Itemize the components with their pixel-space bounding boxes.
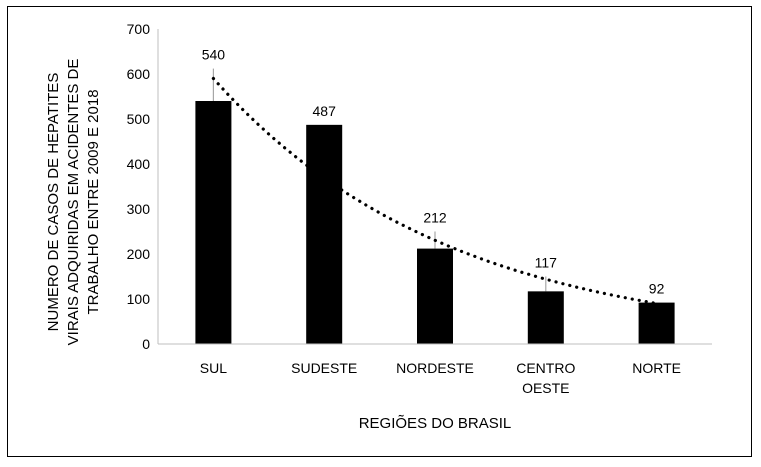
- y-tick-label: 200: [127, 246, 151, 262]
- y-tick-label: 500: [127, 111, 151, 127]
- y-axis-title-line: VIRAIS ADQUIRIDAS EM ACIDENTES DE: [65, 59, 82, 346]
- bar: [417, 248, 453, 344]
- bar: [638, 302, 675, 344]
- y-tick-label: 300: [127, 201, 151, 217]
- bar: [195, 101, 232, 344]
- bar: [306, 124, 343, 344]
- chart-frame: [7, 6, 752, 457]
- y-tick-label: 400: [127, 156, 151, 172]
- y-tick-label: 100: [127, 291, 151, 307]
- data-label: 487: [313, 103, 337, 119]
- data-label: 212: [423, 210, 447, 226]
- y-tick-label: 600: [127, 66, 151, 82]
- y-axis-title-line: TRABALHO ENTRE 2009 E 2018: [85, 89, 102, 314]
- bar: [527, 291, 564, 344]
- trendline: [211, 76, 659, 306]
- data-label: 117: [535, 255, 558, 271]
- y-axis-title-line: NUMERO DE CASOS DE HEPATITES: [45, 73, 62, 332]
- y-tick-label: 0: [142, 336, 150, 352]
- x-tick-label: CENTRO: [516, 360, 575, 376]
- x-axis-title: REGIÕES DO BRASIL: [359, 415, 512, 432]
- x-tick-label: NORTE: [632, 360, 681, 376]
- y-tick-label: 700: [127, 21, 151, 37]
- x-tick-label: NORDESTE: [396, 360, 474, 376]
- x-tick-label: SUDESTE: [291, 360, 357, 376]
- x-tick-label: SUL: [200, 360, 227, 376]
- data-label: 92: [649, 281, 665, 297]
- x-tick-label: OESTE: [522, 380, 569, 396]
- data-label: 540: [202, 47, 226, 63]
